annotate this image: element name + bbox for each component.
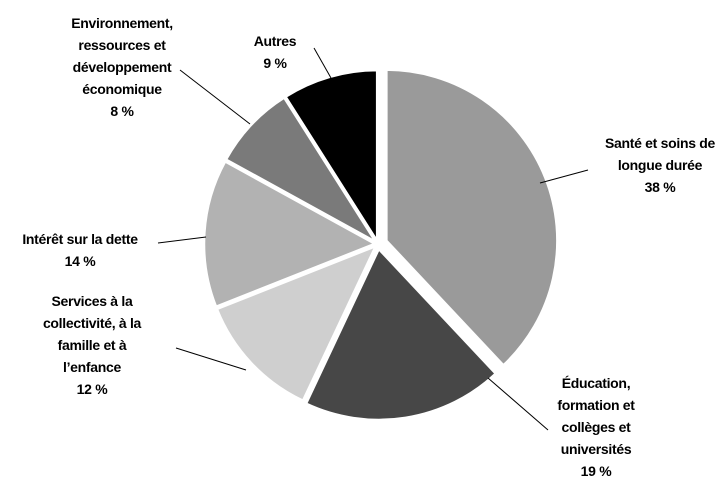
slice-label: Autres 9 % bbox=[235, 30, 315, 74]
category-label: Santé et soins de longue durée bbox=[604, 135, 716, 173]
pie-slice bbox=[304, 246, 498, 422]
category-label: Environnement, ressources et développeme… bbox=[71, 15, 173, 97]
value-label: 8 % bbox=[110, 103, 134, 119]
leader-line bbox=[179, 69, 251, 125]
pie-slice bbox=[215, 243, 379, 403]
category-label: Autres bbox=[253, 33, 297, 49]
value-label: 9 % bbox=[263, 55, 287, 71]
value-label: 19 % bbox=[580, 463, 612, 479]
leader-line bbox=[313, 47, 332, 79]
pie-slice bbox=[224, 95, 377, 244]
category-label: Services à la collectivité, à la famille… bbox=[42, 293, 142, 375]
value-label: 14 % bbox=[64, 253, 96, 269]
pie-slice bbox=[385, 68, 559, 368]
leader-line bbox=[487, 377, 549, 431]
leader-line bbox=[157, 236, 207, 244]
slice-label: Éducation, formation et collèges et univ… bbox=[541, 372, 651, 482]
leader-line bbox=[175, 347, 247, 371]
value-label: 38 % bbox=[644, 179, 676, 195]
slice-label: Intérêt sur la dette 14 % bbox=[5, 228, 155, 272]
value-label: 12 % bbox=[76, 381, 108, 397]
pie-slice bbox=[283, 68, 379, 246]
pie-slice bbox=[202, 159, 378, 309]
category-label: Intérêt sur la dette bbox=[22, 231, 138, 247]
slice-label: Services à la collectivité, à la famille… bbox=[27, 290, 157, 400]
category-label: Éducation, formation et collèges et univ… bbox=[557, 375, 635, 457]
leader-line bbox=[539, 169, 589, 184]
slice-label: Santé et soins de longue durée 38 % bbox=[590, 132, 726, 198]
slice-label: Environnement, ressources et développeme… bbox=[47, 12, 197, 122]
